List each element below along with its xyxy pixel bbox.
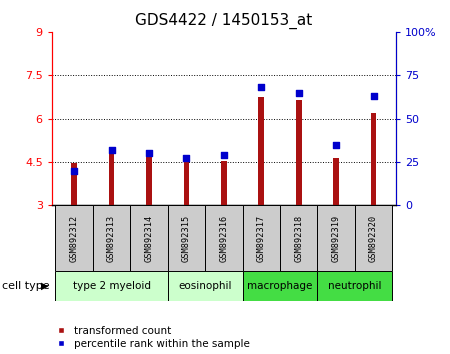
Point — [220, 152, 227, 158]
Bar — [205, 205, 243, 271]
Legend: transformed count, percentile rank within the sample: transformed count, percentile rank withi… — [50, 326, 250, 349]
Bar — [221, 160, 227, 205]
Point — [71, 168, 78, 173]
Bar — [146, 156, 152, 205]
Text: GSM892315: GSM892315 — [182, 215, 191, 262]
Text: GSM892314: GSM892314 — [144, 215, 153, 262]
Text: macrophage: macrophage — [248, 281, 313, 291]
Point — [258, 85, 265, 90]
Bar — [243, 271, 317, 301]
Bar — [168, 205, 205, 271]
Point — [108, 147, 115, 153]
Text: GSM892316: GSM892316 — [220, 215, 228, 262]
Bar — [184, 160, 189, 205]
Bar — [355, 205, 392, 271]
Bar — [280, 205, 317, 271]
Point — [333, 142, 340, 147]
Bar — [55, 271, 168, 301]
Text: GSM892319: GSM892319 — [332, 215, 341, 262]
Point — [295, 90, 302, 96]
Text: eosinophil: eosinophil — [178, 281, 232, 291]
Text: GSM892312: GSM892312 — [70, 215, 79, 262]
Text: neutrophil: neutrophil — [328, 281, 382, 291]
Bar — [130, 205, 168, 271]
Bar — [317, 271, 392, 301]
Text: GSM892318: GSM892318 — [294, 215, 303, 262]
Bar — [371, 113, 376, 205]
Bar — [317, 205, 355, 271]
Bar — [296, 100, 302, 205]
Bar — [72, 164, 77, 205]
Point — [370, 93, 377, 99]
Text: type 2 myeloid: type 2 myeloid — [72, 281, 151, 291]
Text: GSM892317: GSM892317 — [257, 215, 266, 262]
Bar — [168, 271, 243, 301]
Text: cell type: cell type — [2, 281, 50, 291]
Bar — [93, 205, 130, 271]
Text: GSM892320: GSM892320 — [369, 215, 378, 262]
Bar — [109, 152, 114, 205]
Title: GDS4422 / 1450153_at: GDS4422 / 1450153_at — [135, 13, 312, 29]
Bar — [258, 97, 264, 205]
Bar — [333, 158, 339, 205]
Bar — [243, 205, 280, 271]
Point — [183, 156, 190, 161]
Bar — [55, 205, 93, 271]
Point — [145, 150, 153, 156]
Text: GSM892313: GSM892313 — [107, 215, 116, 262]
Text: ▶: ▶ — [41, 281, 49, 291]
